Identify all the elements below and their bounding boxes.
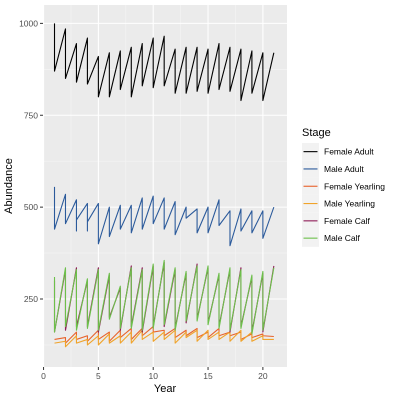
x-tick-label: 20 [258,371,268,381]
series-line-male-adult [53,186,275,247]
y-tick-label: 250 [24,294,38,304]
series-line-male-yearling [54,329,274,348]
y-tick-label: 750 [24,110,38,120]
legend-label: Female Yearling [324,181,385,191]
y-axis-label: Abundance [3,158,15,214]
series-line-female-adult [53,23,275,102]
x-tick-label: 10 [148,371,158,381]
y-tick-label: 500 [24,202,38,212]
plot-panel [43,5,287,367]
x-tick-label: 15 [203,371,213,381]
legend-label: Male Adult [324,164,364,174]
axes: 0 5 10 15 20 250 500 750 1000 [19,18,268,381]
series-lines [53,23,275,348]
legend-label: Male Yearling [324,199,375,209]
y-tick-label: 1000 [19,18,38,28]
legend: Stage Female Adult Male Adult Female Yearl… [302,127,385,247]
legend-label: Female Adult [324,147,374,157]
legend-label: Male Calf [324,233,361,243]
x-tick-label: 5 [96,371,101,381]
series-line-male-calf [53,259,275,335]
x-tick-label: 0 [41,371,46,381]
legend-title: Stage [302,127,331,139]
legend-label: Female Calf [324,216,370,226]
x-axis-label: Year [154,383,177,395]
